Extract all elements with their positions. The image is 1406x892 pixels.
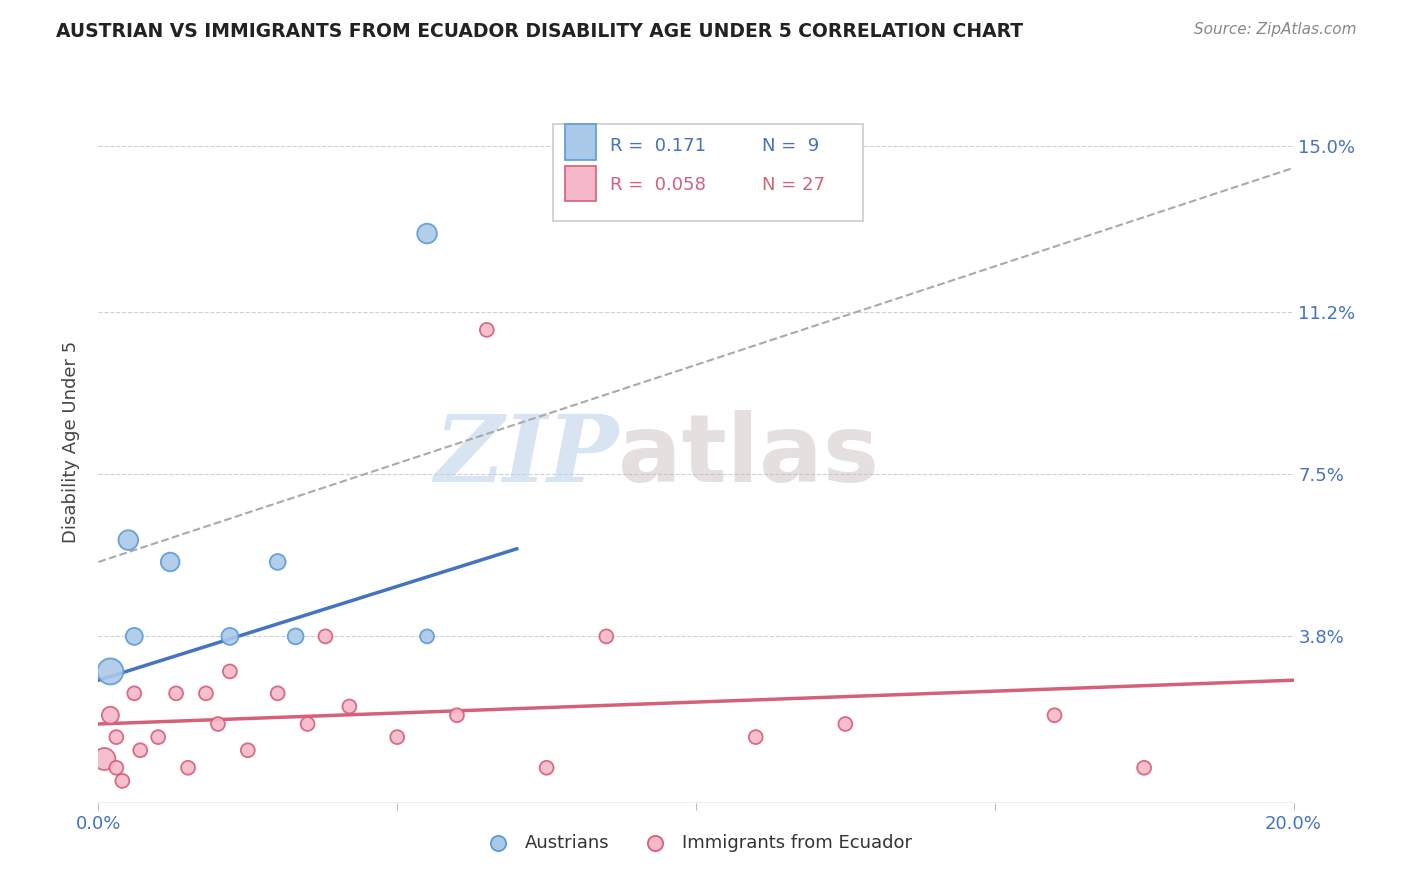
Point (129, 743, 152, 757)
Y-axis label: Disability Age Under 5: Disability Age Under 5 (62, 341, 80, 542)
Text: R =  0.171: R = 0.171 (610, 136, 706, 154)
Point (745, 730, 768, 744)
Point (446, 708, 468, 723)
Point (105, 761, 128, 775)
Point (117, 533, 139, 547)
Point (98, 708, 122, 723)
Text: ZIP: ZIP (434, 411, 619, 501)
Point (315, 629, 337, 643)
Point (111, 773, 134, 788)
Point (219, 629, 242, 643)
Point (475, 323, 498, 337)
Text: atlas: atlas (619, 410, 879, 502)
Point (236, 743, 259, 757)
Point (1043, 708, 1066, 723)
Point (159, 555, 181, 569)
FancyBboxPatch shape (553, 124, 863, 221)
Point (339, 699, 361, 714)
Point (284, 629, 307, 643)
Point (1133, 761, 1156, 775)
Point (93, 752, 115, 766)
Legend: Austrians, Immigrants from Ecuador: Austrians, Immigrants from Ecuador (472, 826, 920, 859)
Point (219, 665, 242, 679)
Point (536, 761, 558, 775)
FancyBboxPatch shape (565, 166, 596, 201)
Point (105, 730, 128, 744)
Text: Source: ZipAtlas.com: Source: ZipAtlas.com (1194, 22, 1357, 37)
Point (124, 629, 146, 643)
Point (595, 629, 617, 643)
Point (834, 717, 856, 731)
Text: AUSTRIAN VS IMMIGRANTS FROM ECUADOR DISABILITY AGE UNDER 5 CORRELATION CHART: AUSTRIAN VS IMMIGRANTS FROM ECUADOR DISA… (56, 22, 1024, 41)
Point (207, 717, 229, 731)
Point (98, 665, 122, 679)
Point (177, 761, 200, 775)
FancyBboxPatch shape (565, 124, 596, 160)
Point (267, 686, 290, 700)
Point (385, 730, 409, 744)
Point (148, 730, 170, 744)
Text: R =  0.058: R = 0.058 (610, 176, 706, 194)
Point (195, 686, 218, 700)
Point (267, 555, 290, 569)
Text: N =  9: N = 9 (762, 136, 818, 154)
Point (297, 717, 319, 731)
Point (416, 227, 439, 241)
Point (165, 686, 187, 700)
Point (124, 686, 146, 700)
Point (416, 629, 439, 643)
Text: N = 27: N = 27 (762, 176, 825, 194)
